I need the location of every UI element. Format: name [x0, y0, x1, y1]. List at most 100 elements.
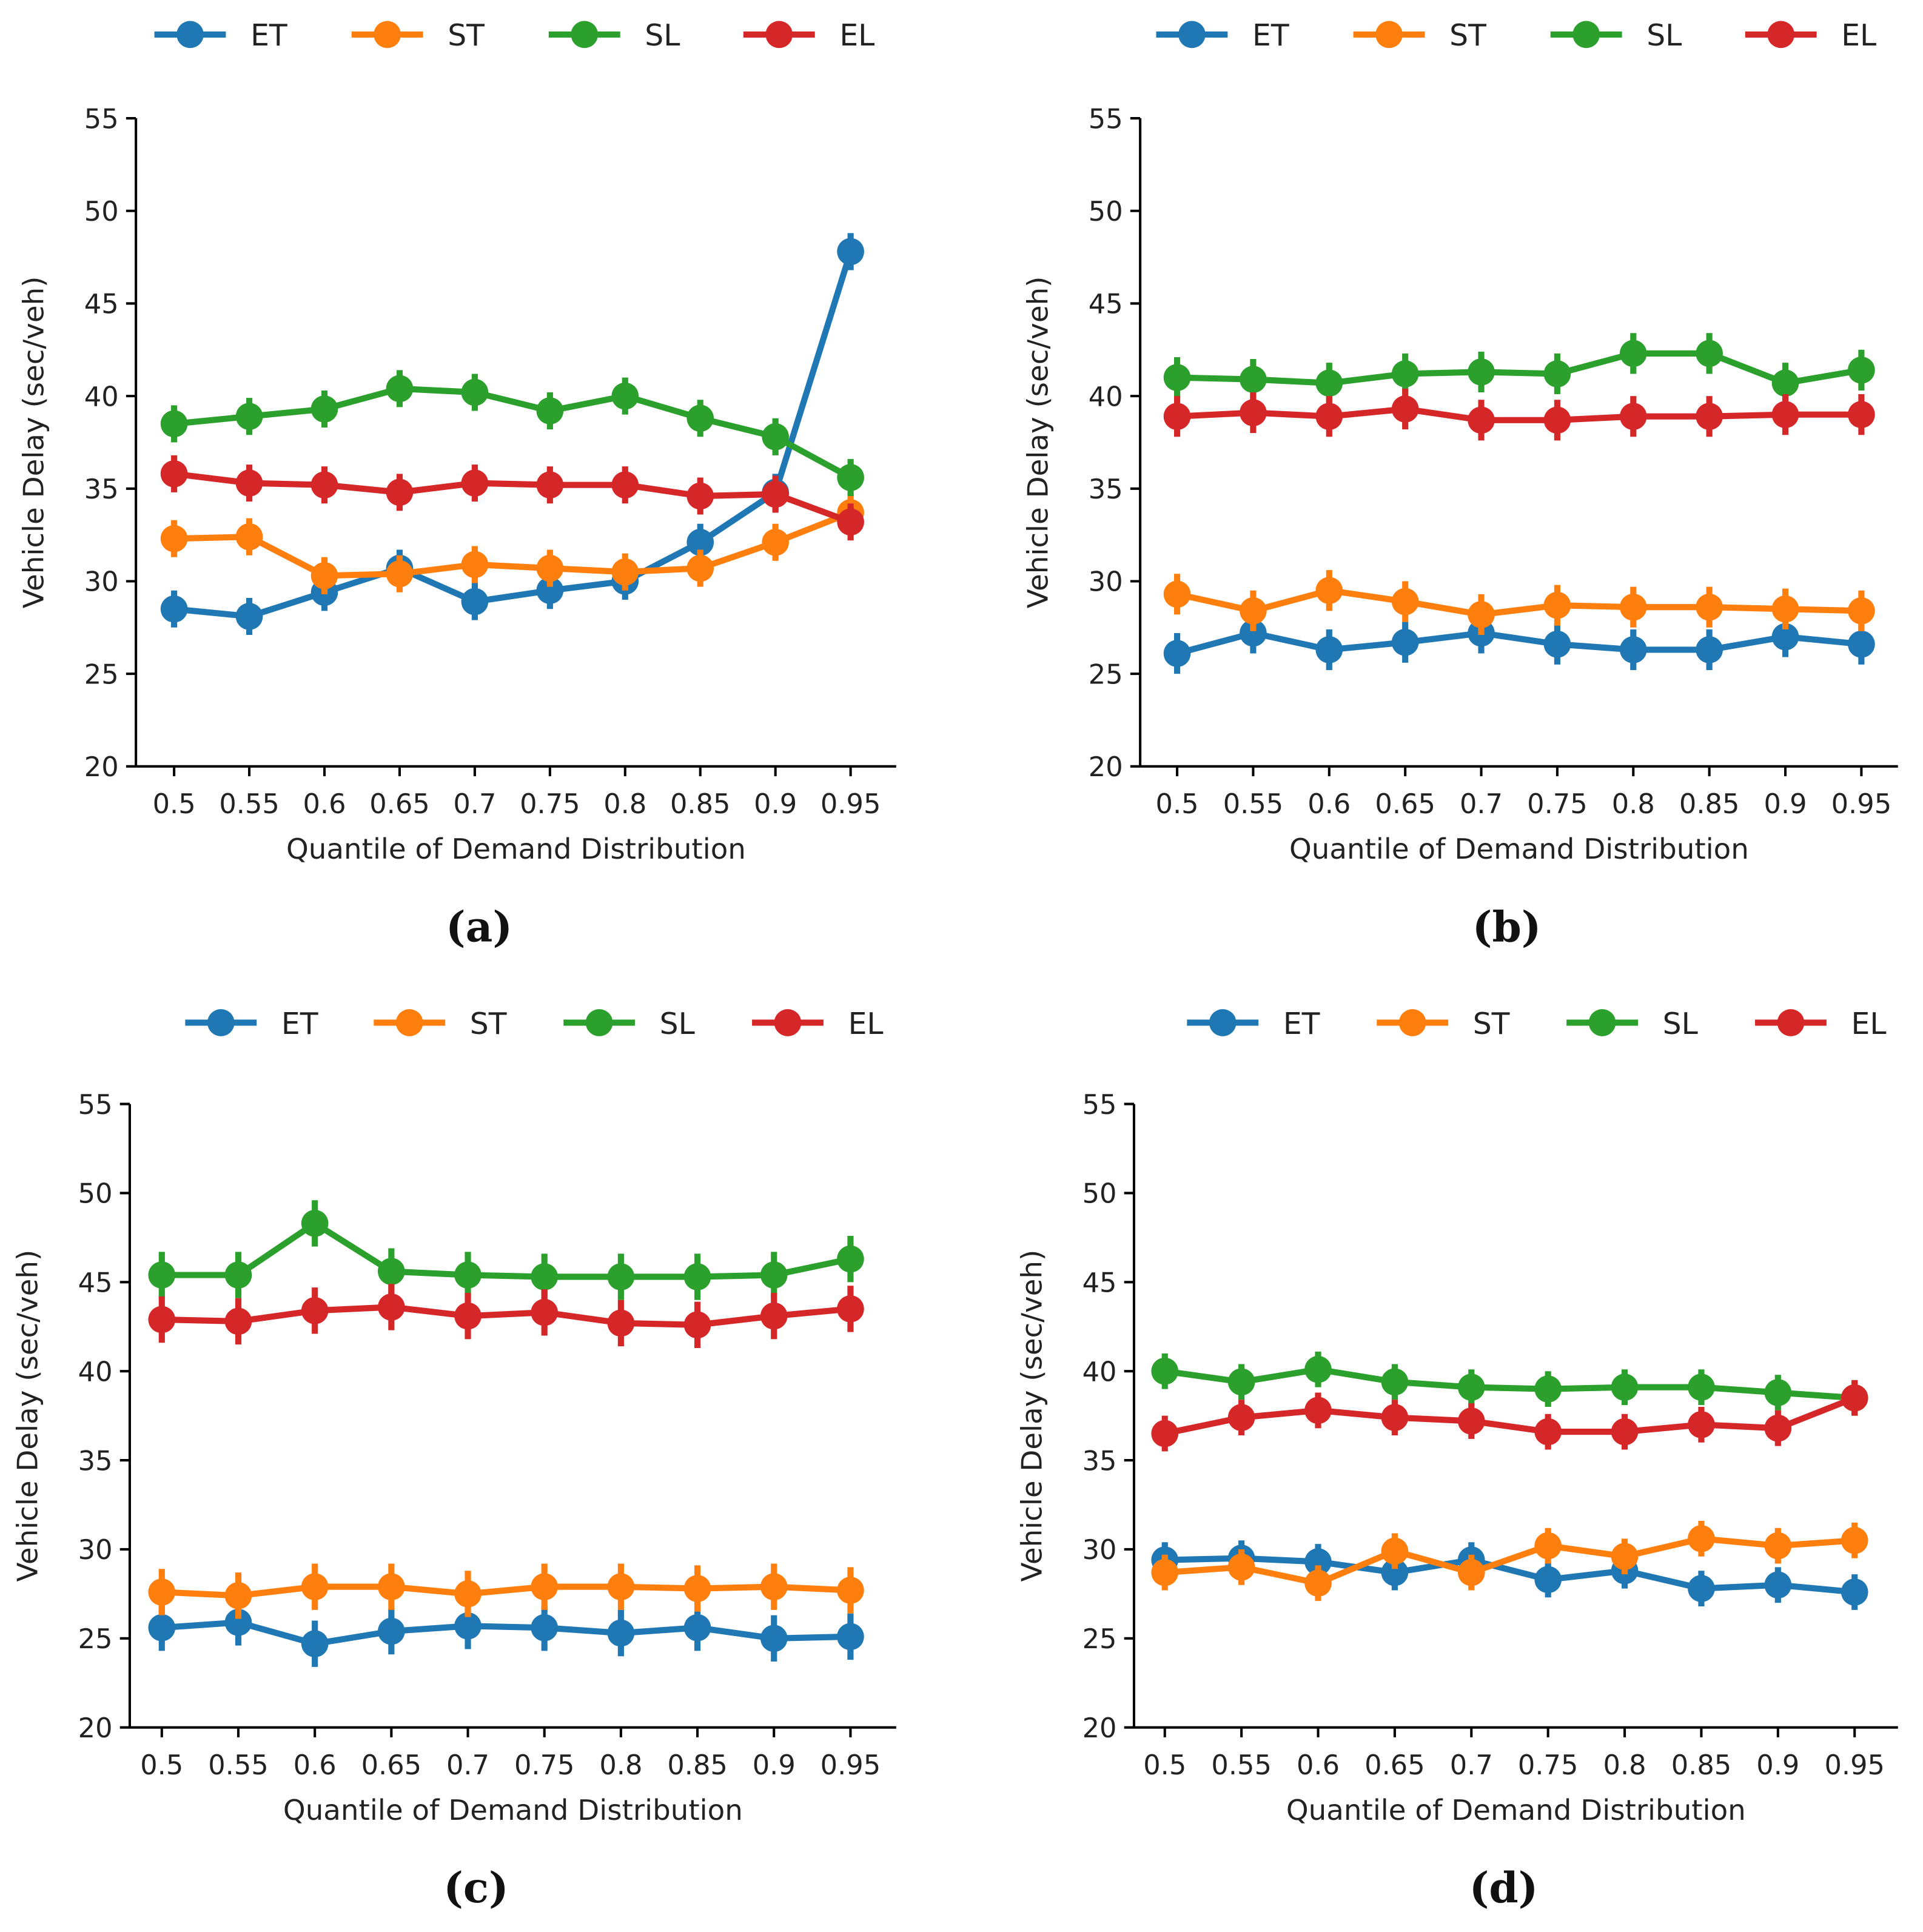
data-point	[686, 404, 714, 432]
data-point	[1163, 364, 1191, 391]
y-tick-label: 25	[1082, 1623, 1117, 1655]
data-point	[1163, 640, 1191, 667]
y-axis-title: Vehicle Delay (sec/veh)	[18, 277, 51, 609]
series-line-ET	[161, 1619, 851, 1647]
x-tick-label: 0.85	[1671, 1749, 1732, 1781]
data-point	[683, 1263, 711, 1290]
x-tick-label: 0.65	[1364, 1749, 1425, 1781]
series-line-SL	[1176, 350, 1862, 386]
data-point	[224, 1261, 252, 1289]
data-point	[1764, 1532, 1792, 1560]
data-point	[760, 1573, 788, 1600]
series-line-EL	[1164, 1395, 1856, 1437]
y-tick-label: 40	[1089, 381, 1123, 412]
legend-marker-ST	[374, 21, 401, 49]
panel-c: 20 25 30 35 40 45 50 55 0.5 0.55 0.6 0.65 0.7 0.75 0.8…	[12, 1007, 896, 1913]
x-tick-label: 0.5	[140, 1749, 183, 1781]
data-point	[1381, 1368, 1409, 1396]
series-line-ET	[1164, 1555, 1855, 1595]
x-tick-label: 0.8	[603, 788, 646, 820]
data-point	[607, 1573, 635, 1600]
legend-marker-EL	[765, 21, 793, 49]
y-tick-label: 55	[1082, 1089, 1117, 1121]
series-line-SL	[161, 1220, 851, 1280]
data-point	[1688, 1524, 1715, 1552]
series-EL	[1163, 388, 1875, 441]
data-point	[1468, 406, 1495, 434]
data-point	[1841, 1578, 1868, 1606]
data-point	[454, 1580, 482, 1608]
x-tick-label: 0.85	[1679, 788, 1740, 820]
series-SL	[148, 1200, 864, 1300]
data-point	[386, 375, 414, 403]
x-tick-label: 0.85	[670, 788, 731, 820]
data-point	[1688, 1410, 1715, 1438]
y-tick-label: 35	[1089, 474, 1123, 505]
data-point	[235, 403, 263, 431]
data-point	[235, 523, 263, 551]
series-line-ST	[173, 509, 852, 579]
data-point	[1619, 403, 1647, 431]
y-tick-label: 25	[78, 1623, 113, 1655]
data-point	[837, 1295, 864, 1323]
legend-marker-EL	[774, 1009, 802, 1036]
series-SL	[1151, 1351, 1868, 1416]
x-tick-label: 0.55	[1211, 1749, 1271, 1781]
series-ST	[148, 1563, 864, 1619]
data-point	[1543, 360, 1571, 387]
data-point	[760, 1302, 788, 1330]
x-tick-label: 0.65	[361, 1749, 422, 1781]
x-tick-label: 0.9	[1764, 788, 1807, 820]
x-tick-label: 0.9	[753, 1749, 796, 1781]
series-EL	[160, 455, 864, 541]
data-point	[1240, 366, 1267, 393]
y-tick-label: 20	[78, 1712, 113, 1744]
y-tick-label: 55	[1089, 103, 1123, 135]
data-point	[377, 1293, 405, 1321]
data-point	[607, 1619, 635, 1647]
legend-label-ET: ET	[1283, 1007, 1320, 1041]
data-point	[837, 1623, 864, 1651]
data-point	[1696, 340, 1723, 367]
data-point	[377, 1258, 405, 1286]
data-point	[224, 1581, 252, 1609]
data-point	[683, 1311, 711, 1339]
data-point	[160, 525, 188, 552]
data-point	[1696, 403, 1723, 431]
data-point	[837, 1577, 864, 1604]
data-point	[683, 1614, 711, 1642]
data-point	[531, 1263, 559, 1290]
data-point	[1619, 636, 1647, 663]
series-ET	[148, 1599, 864, 1667]
data-point	[1534, 1418, 1562, 1446]
data-point	[611, 382, 639, 410]
x-tick-label: 0.8	[599, 1749, 642, 1781]
data-point	[1381, 1537, 1409, 1565]
series-ST	[1163, 570, 1875, 636]
x-tick-label: 0.5	[153, 788, 196, 820]
data-point	[1304, 1397, 1332, 1424]
data-point	[160, 595, 188, 623]
data-point	[224, 1307, 252, 1335]
x-tick-label: 0.95	[1824, 1749, 1885, 1781]
series-ET	[1151, 1540, 1868, 1610]
series-line-EL	[161, 1304, 851, 1328]
data-point	[1771, 401, 1799, 428]
series-line-EL	[173, 471, 852, 525]
data-point	[386, 560, 414, 588]
y-tick-label: 30	[78, 1534, 113, 1566]
data-point	[1771, 623, 1799, 651]
x-tick-label: 0.9	[754, 788, 797, 820]
legend-label-SL: SL	[660, 1007, 695, 1041]
legend-marker-ET	[1209, 1009, 1237, 1036]
data-point	[235, 603, 263, 630]
data-point	[1315, 403, 1343, 431]
y-tick-label: 20	[1082, 1712, 1117, 1744]
x-tick-label: 0.75	[520, 788, 580, 820]
data-point	[1391, 588, 1419, 615]
data-point	[1696, 593, 1723, 621]
data-point	[1848, 401, 1875, 428]
panel-caption: (b)	[1472, 902, 1542, 951]
x-tick-label: 0.55	[208, 1749, 269, 1781]
data-point	[160, 410, 188, 438]
